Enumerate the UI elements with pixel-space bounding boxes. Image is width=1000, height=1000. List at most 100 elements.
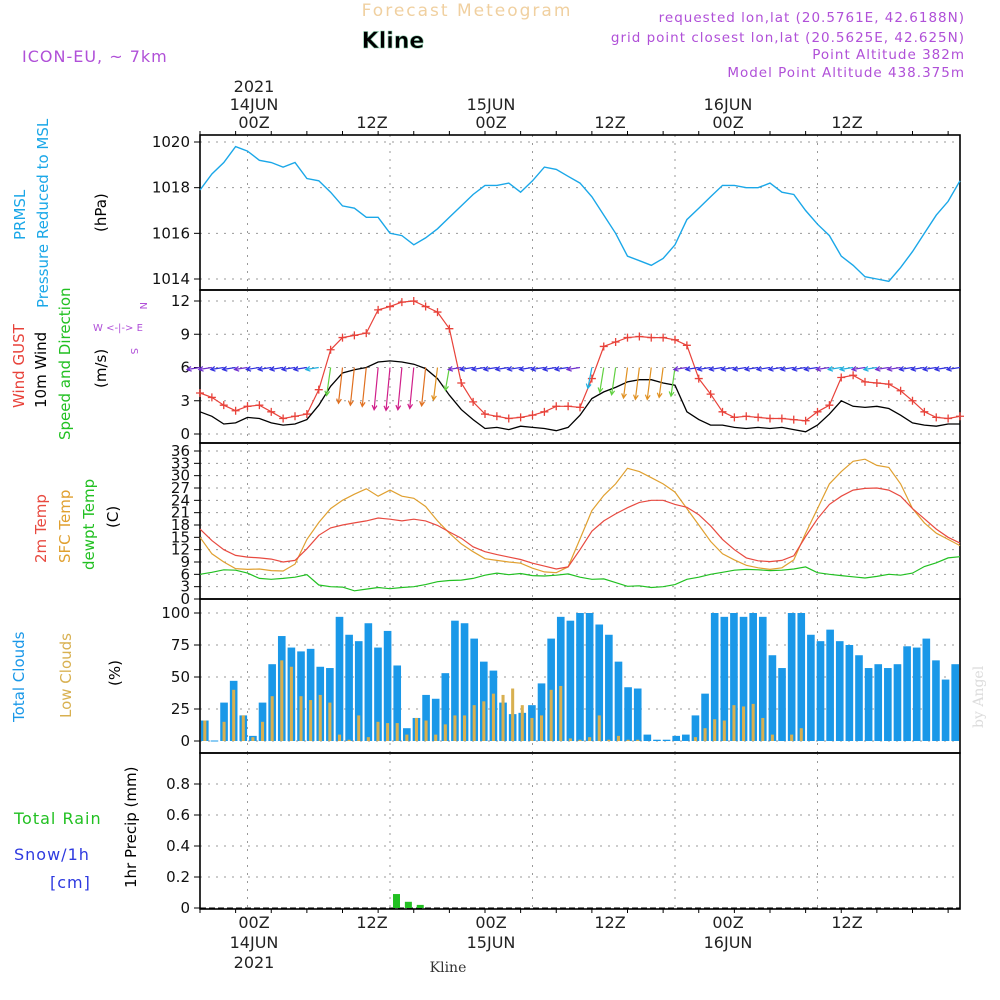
low-cloud-bar (472, 705, 476, 741)
low-cloud-bar (453, 715, 457, 741)
gust-marker (469, 397, 478, 406)
wind-arrow (945, 365, 961, 372)
gust-marker (611, 338, 620, 347)
gust-marker (754, 413, 763, 422)
low-cloud-bar (539, 715, 544, 741)
wind-arrow (233, 365, 248, 372)
total-cloud-bar (835, 641, 844, 741)
requested-coords: requested lon,lat (20.5761E, 42.6188N) (659, 10, 965, 26)
low-cloud-bar (597, 715, 601, 741)
wind-arrow (755, 365, 771, 372)
wind-arrow (268, 365, 284, 372)
gust-marker (433, 308, 442, 317)
panel-frame (199, 134, 961, 291)
total-cloud-bar (672, 735, 681, 741)
wind-arrow (886, 365, 901, 372)
total-cloud-bar (566, 620, 575, 741)
low-cloud-bar (578, 739, 582, 741)
wind-arrow (827, 365, 842, 372)
top-time-label: 00Z (238, 113, 269, 132)
rain-bar (416, 904, 424, 908)
total-cloud-bar (758, 616, 767, 741)
wind-arrow (803, 365, 818, 372)
y-tick-label: 9 (180, 553, 190, 571)
panels: 1014101610181020036912036912151821242730… (152, 131, 964, 917)
bottom-time-label: 12Z (356, 913, 387, 932)
bottom-date-label: 15JUN (467, 933, 516, 952)
y-tick-label: 33 (171, 454, 190, 472)
total-cloud-bar (787, 613, 796, 741)
gust-marker (362, 329, 371, 338)
wind-arrow (553, 365, 569, 372)
wind-arrow (324, 367, 332, 397)
gust-marker (504, 414, 513, 423)
wind-arrow (257, 365, 272, 372)
y-tick-label: 6 (180, 359, 190, 377)
total-cloud-bar (807, 634, 815, 741)
low-cloud-bar (568, 738, 572, 741)
top-time-label: 00Z (475, 113, 506, 132)
low-cloud-bar (501, 694, 505, 741)
total-cloud-bar (874, 664, 883, 741)
gust-marker (896, 386, 905, 395)
top-date-label: 14JUN (230, 95, 279, 114)
wind-arrow (850, 365, 866, 372)
wind-arrow (933, 365, 949, 372)
wind-arrow (304, 365, 319, 372)
total-cloud-bar (749, 613, 757, 741)
model-altitude: Model Point Altitude 438.375m (727, 65, 965, 81)
low-cloud-bar (270, 696, 274, 741)
gust-marker (314, 385, 323, 394)
low-cloud-bar (722, 720, 726, 741)
wind-arrow (542, 365, 557, 372)
gust-marker (516, 413, 525, 422)
low-cloud-bar (530, 717, 534, 741)
wind-arrow (292, 365, 307, 372)
precip-axis-label: 1hr Precip (mm) (122, 767, 140, 888)
bottom-time-label: 12Z (594, 913, 625, 932)
gust-marker (231, 406, 240, 415)
gust-marker (647, 333, 656, 342)
low-cloud-bar (434, 734, 438, 741)
y-tick-label: 21 (171, 504, 190, 522)
low-cloud-bar (607, 739, 611, 741)
y-tick-label: 18 (171, 516, 190, 534)
total-cloud-bar (662, 739, 671, 741)
y-tick-label: 0.4 (166, 837, 190, 855)
wind-arrow (815, 365, 830, 372)
y-tick-label: 1020 (152, 133, 190, 151)
y-tick-label: 36 (171, 442, 190, 460)
low-cloud-bar (790, 734, 794, 741)
gust-marker (706, 390, 715, 399)
total-cloud-bar (701, 693, 709, 741)
gust-marker (813, 407, 822, 416)
y-tick-label: 24 (171, 491, 190, 509)
gust-marker (326, 345, 335, 354)
wind-arrow (644, 367, 652, 401)
gust-marker (730, 413, 739, 422)
low-cloud-bar (424, 720, 428, 741)
gust-marker (872, 379, 881, 388)
wind-arrow (720, 365, 735, 372)
wind-arrow (482, 365, 497, 372)
low-cloud-bar (703, 728, 707, 741)
top-time-label: 00Z (712, 113, 743, 132)
wind-unit: (m/s) (92, 349, 110, 388)
total-cloud-bar (768, 655, 777, 741)
rain-bar (393, 894, 400, 908)
gust-marker (718, 407, 727, 416)
gust-marker (766, 414, 774, 423)
snow-label: Snow/1h (14, 845, 90, 864)
total-cloud-bar (441, 673, 450, 741)
low-cloud-bar (251, 737, 255, 741)
side-labels: PRMSL Pressure Reduced to MSL (hPa) Wind… (10, 118, 987, 892)
y-tick-label: 0.8 (166, 775, 190, 793)
winddir-label: Speed and Direction (56, 287, 74, 440)
total-clouds-label: Total Clouds (10, 631, 28, 723)
low-cloud-bar (713, 719, 717, 741)
total-cloud-bar (422, 694, 430, 741)
bottom-time-label: 00Z (475, 913, 506, 932)
wind-arrow (494, 365, 509, 372)
low-cloud-bar (799, 728, 803, 741)
